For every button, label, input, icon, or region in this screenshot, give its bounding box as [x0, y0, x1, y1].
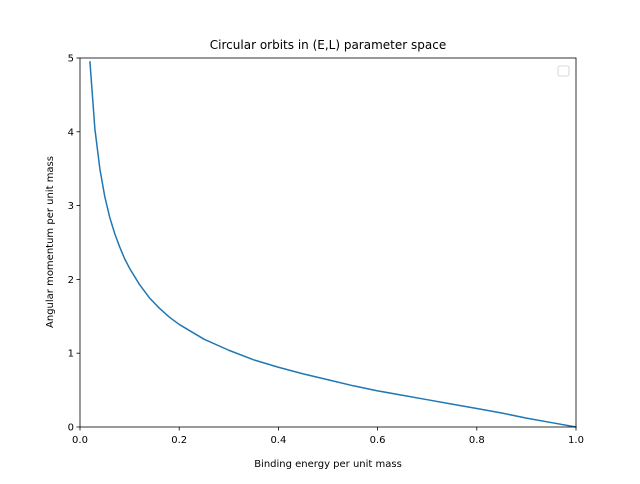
x-axis-ticks: 0.0 0.2 0.4 0.6 0.8 1.0	[72, 427, 584, 446]
x-tick-label: 0.0	[72, 435, 88, 446]
x-tick-label: 0.2	[171, 435, 187, 446]
x-axis-label: Binding energy per unit mass	[254, 459, 402, 470]
legend-box	[557, 65, 570, 77]
axes-frame	[79, 57, 577, 428]
x-tick-label: 0.4	[270, 435, 286, 446]
y-tick-label: 5	[68, 54, 74, 65]
y-axis-ticks: 0 1 2 3 4 5	[68, 54, 80, 434]
chart-title: Circular orbits in (E,L) parameter space	[210, 38, 446, 52]
y-tick-label: 1	[68, 349, 74, 360]
plot-area	[80, 58, 576, 427]
series-line-0	[89, 60, 577, 428]
x-tick-label: 1.0	[568, 435, 584, 446]
y-tick-label: 0	[68, 423, 74, 434]
y-tick-label: 2	[68, 275, 74, 286]
x-tick-label: 0.8	[469, 435, 485, 446]
y-tick-label: 4	[68, 127, 74, 138]
series-layer	[89, 60, 577, 428]
x-tick-label: 0.6	[370, 435, 386, 446]
y-axis-label: Angular momentum per unit mass	[45, 156, 56, 328]
y-tick-label: 3	[68, 201, 74, 212]
